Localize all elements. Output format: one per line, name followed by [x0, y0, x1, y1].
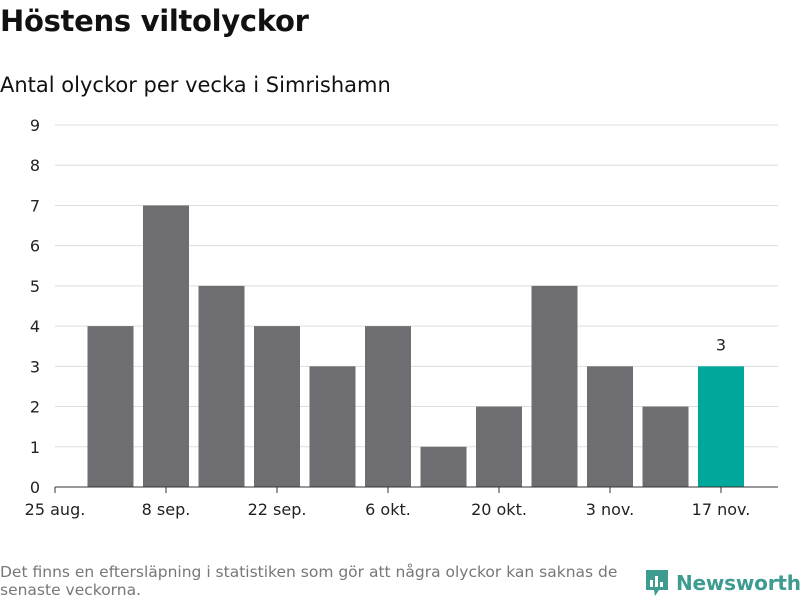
x-tick-label: 8 sep.: [142, 500, 191, 519]
bar: [698, 366, 744, 487]
y-tick-label: 7: [30, 196, 40, 215]
y-tick-label: 9: [30, 116, 40, 135]
bar: [254, 326, 300, 487]
bar: [587, 366, 633, 487]
bar: [143, 205, 189, 487]
x-tick-label: 6 okt.: [365, 500, 411, 519]
y-tick-label: 8: [30, 156, 40, 175]
y-tick-label: 0: [30, 478, 40, 497]
y-tick-label: 1: [30, 438, 40, 457]
y-tick-label: 3: [30, 357, 40, 376]
footer-note: Det finns en eftersläpning i statistiken…: [0, 563, 618, 599]
data-label: 3: [716, 335, 726, 354]
bar: [309, 366, 356, 487]
y-tick-label: 4: [30, 317, 40, 336]
bar: [87, 326, 134, 487]
x-tick-label: 17 nov.: [692, 500, 751, 519]
y-tick-label: 5: [30, 277, 40, 296]
x-tick-label: 25 aug.: [25, 500, 86, 519]
x-tick-label: 3 nov.: [586, 500, 635, 519]
bar: [420, 446, 467, 487]
chart-subtitle: Antal olyckor per vecka i Simrishamn: [0, 73, 391, 97]
x-tick-label: 20 okt.: [471, 500, 527, 519]
brand-logo: Newsworthy: [644, 568, 800, 598]
bar: [365, 326, 411, 487]
bar: [476, 406, 522, 487]
brand-name: Newsworthy: [676, 571, 800, 595]
y-tick-label: 6: [30, 237, 40, 256]
y-tick-label: 2: [30, 398, 40, 417]
chart-title: Höstens viltolyckor: [0, 4, 309, 38]
bar: [531, 285, 578, 487]
bar: [198, 285, 245, 487]
bar: [642, 406, 689, 487]
newsworthy-logo-icon: [646, 570, 668, 596]
bar-chart: 0 1 2 3 4 5 6 7 8 9 25 aug. 8 sep. 22 sep. 6 okt. 20 o…: [25, 116, 778, 519]
x-tick-label: 22 sep.: [248, 500, 307, 519]
